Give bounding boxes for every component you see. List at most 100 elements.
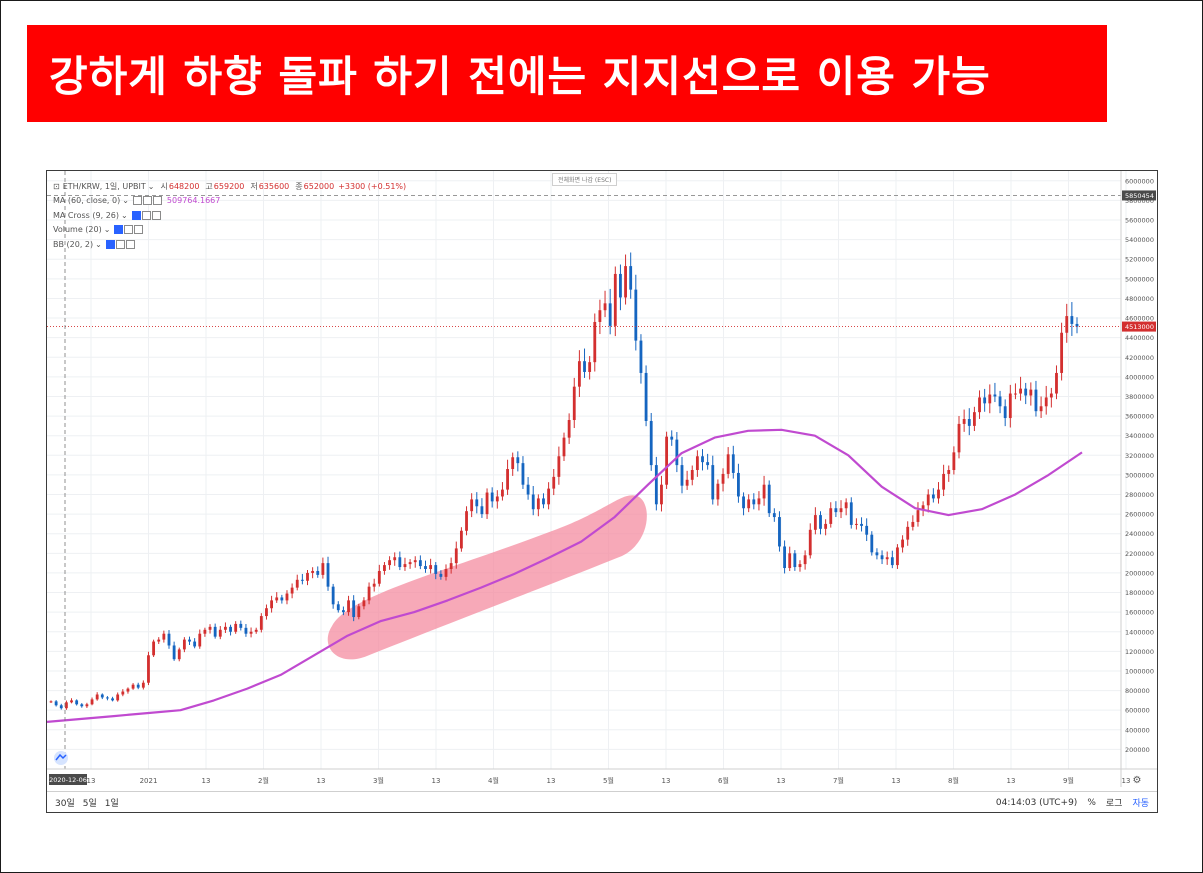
candle-body[interactable] bbox=[711, 465, 715, 500]
candle-body[interactable] bbox=[162, 633, 166, 640]
candle-body[interactable] bbox=[285, 593, 289, 601]
candle-body[interactable] bbox=[521, 463, 525, 485]
candle-body[interactable] bbox=[203, 629, 207, 634]
settings-icon[interactable] bbox=[141, 210, 151, 220]
candle-body[interactable] bbox=[854, 523, 858, 525]
candle-body[interactable] bbox=[234, 623, 238, 632]
candle-body[interactable] bbox=[311, 570, 315, 573]
candle-body[interactable] bbox=[459, 530, 463, 549]
candle-body[interactable] bbox=[300, 579, 304, 581]
candle-body[interactable] bbox=[829, 508, 833, 524]
candle-body[interactable] bbox=[880, 555, 884, 560]
indicator-name[interactable]: Volume (20) bbox=[53, 225, 102, 235]
candle-body[interactable] bbox=[721, 473, 725, 484]
candle-body[interactable] bbox=[916, 510, 920, 522]
candle-body[interactable] bbox=[1070, 316, 1074, 324]
candle-body[interactable] bbox=[562, 437, 566, 457]
candle-body[interactable] bbox=[783, 546, 787, 569]
candle-body[interactable] bbox=[495, 496, 499, 502]
eye-off-icon[interactable] bbox=[114, 225, 124, 235]
candle-body[interactable] bbox=[490, 492, 494, 502]
candle-body[interactable] bbox=[947, 470, 951, 474]
settings-icon[interactable] bbox=[115, 239, 125, 249]
eye-off-icon[interactable] bbox=[131, 210, 141, 220]
candle-body[interactable] bbox=[270, 600, 274, 609]
candle-body[interactable] bbox=[167, 633, 171, 646]
candle-body[interactable] bbox=[531, 494, 535, 510]
settings-icon[interactable] bbox=[124, 225, 134, 235]
chevron-down-icon[interactable]: ⌄ bbox=[103, 225, 111, 235]
candle-body[interactable] bbox=[372, 583, 376, 587]
candle-body[interactable] bbox=[911, 521, 915, 527]
candle-body[interactable] bbox=[634, 289, 638, 341]
symbol-label[interactable]: ETH/KRW, 1일, UPBIT bbox=[62, 181, 146, 191]
indicator-name[interactable]: BB (20, 2) bbox=[53, 239, 94, 249]
candle-body[interactable] bbox=[926, 494, 930, 506]
candle-body[interactable] bbox=[1065, 316, 1069, 333]
candle-body[interactable] bbox=[70, 700, 73, 703]
candle-body[interactable] bbox=[244, 627, 248, 634]
candle-body[interactable] bbox=[111, 698, 114, 701]
chevron-down-icon[interactable]: ⌄ bbox=[122, 196, 129, 206]
eye-off-icon[interactable] bbox=[105, 239, 115, 249]
candle-body[interactable] bbox=[116, 694, 120, 701]
candle-body[interactable] bbox=[967, 419, 971, 426]
candle-body[interactable] bbox=[413, 560, 417, 563]
candle-body[interactable] bbox=[957, 423, 961, 453]
candle-body[interactable] bbox=[577, 361, 581, 387]
candle-body[interactable] bbox=[172, 645, 176, 660]
chevron-down-icon[interactable]: ⌄ bbox=[95, 239, 102, 249]
candle-body[interactable] bbox=[644, 372, 648, 421]
log-toggle[interactable]: 로그 bbox=[1105, 799, 1123, 809]
candle-body[interactable] bbox=[280, 597, 284, 601]
candle-body[interactable] bbox=[501, 489, 504, 497]
candle-body[interactable] bbox=[444, 569, 448, 577]
candle-body[interactable] bbox=[106, 697, 109, 699]
candle-body[interactable] bbox=[229, 626, 232, 632]
candle-body[interactable] bbox=[75, 700, 79, 705]
candle-body[interactable] bbox=[819, 515, 822, 529]
candle-body[interactable] bbox=[803, 555, 807, 565]
candle-body[interactable] bbox=[90, 699, 94, 705]
chevron-down-icon[interactable]: ⌄ bbox=[121, 210, 128, 220]
percent-toggle[interactable]: % bbox=[1087, 797, 1096, 808]
candle-body[interactable] bbox=[1039, 406, 1043, 412]
candle-body[interactable] bbox=[182, 639, 186, 650]
chevron-down-icon[interactable]: ⌄ bbox=[147, 181, 155, 191]
candle-body[interactable] bbox=[95, 694, 99, 700]
candle-body[interactable] bbox=[1060, 332, 1064, 373]
symbol-icon[interactable]: ⊡ bbox=[53, 181, 60, 191]
candle-body[interactable] bbox=[983, 397, 987, 404]
candle-body[interactable] bbox=[639, 340, 643, 373]
candle-body[interactable] bbox=[547, 488, 551, 505]
candle-body[interactable] bbox=[629, 266, 633, 290]
legend-indicator-volume[interactable]: Volume (20) ⌄ bbox=[53, 223, 406, 238]
candle-body[interactable] bbox=[393, 557, 397, 561]
ma-60-line[interactable] bbox=[47, 428, 1083, 723]
candle-body[interactable] bbox=[988, 394, 992, 404]
candle-body[interactable] bbox=[218, 629, 222, 637]
candle-body[interactable] bbox=[624, 266, 627, 298]
candle-body[interactable] bbox=[1019, 388, 1022, 394]
candle-body[interactable] bbox=[198, 633, 202, 647]
candle-body[interactable] bbox=[290, 587, 294, 594]
candle-body[interactable] bbox=[59, 705, 63, 709]
candle-body[interactable] bbox=[377, 570, 381, 584]
candle-body[interactable] bbox=[418, 560, 422, 567]
candle-body[interactable] bbox=[972, 412, 976, 426]
candle-body[interactable] bbox=[1034, 389, 1038, 412]
candle-body[interactable] bbox=[465, 511, 468, 531]
candle-body[interactable] bbox=[839, 508, 843, 513]
candle-body[interactable] bbox=[506, 469, 509, 490]
candle-body[interactable] bbox=[767, 484, 771, 514]
candle-body[interactable] bbox=[685, 479, 689, 486]
candle-body[interactable] bbox=[808, 529, 812, 556]
tradingview-logo-icon[interactable] bbox=[54, 751, 68, 765]
candle-body[interactable] bbox=[619, 273, 622, 298]
candle-body[interactable] bbox=[434, 565, 438, 574]
candle-body[interactable] bbox=[429, 565, 433, 570]
candle-body[interactable] bbox=[906, 526, 910, 540]
close-icon[interactable] bbox=[134, 225, 144, 235]
candle-body[interactable] bbox=[136, 684, 140, 688]
candle-body[interactable] bbox=[388, 560, 391, 566]
